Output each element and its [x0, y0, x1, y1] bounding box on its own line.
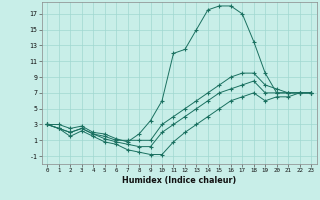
X-axis label: Humidex (Indice chaleur): Humidex (Indice chaleur) [122, 176, 236, 185]
